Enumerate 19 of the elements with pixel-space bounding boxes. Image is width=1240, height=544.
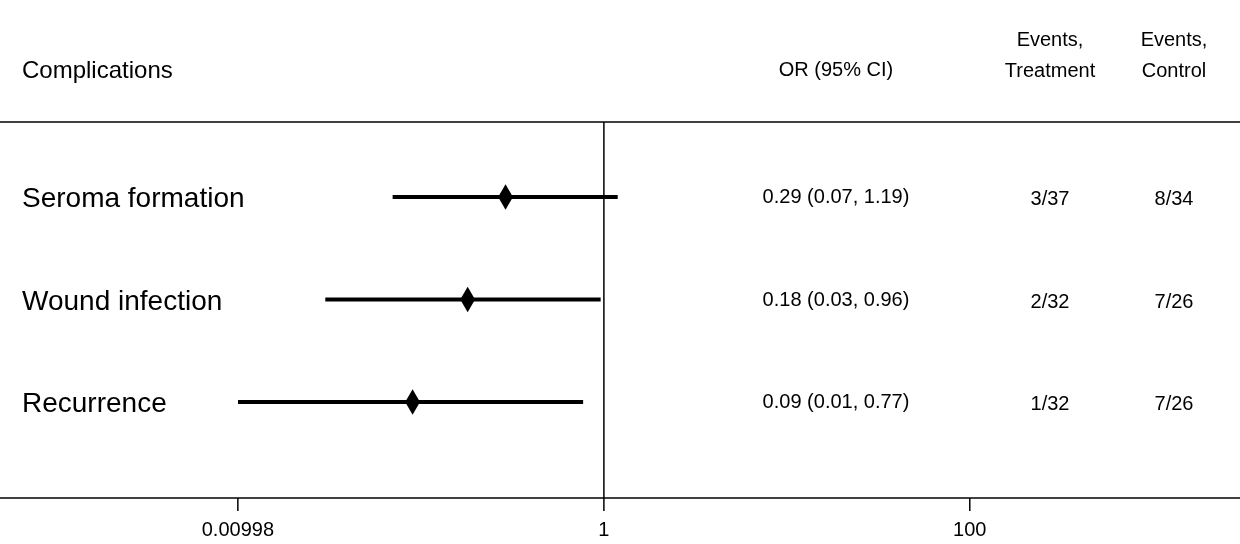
annotation: 2/32 — [1030, 289, 1070, 312]
annotation: 7/26 — [1154, 289, 1194, 312]
text: OR (95% CI) — [778, 58, 894, 80]
annotation: 3/37 — [1030, 187, 1070, 209]
text: Events, Control — [1140, 28, 1208, 81]
x-tick-label: 0.00998 — [201, 518, 274, 540]
annotation: 0.09 (0.01, 0.77) — [762, 390, 910, 412]
y-tick-label: Wound infection — [22, 284, 223, 316]
y-axis-title: Complications — [22, 56, 173, 83]
y-tick-label: Seroma formation — [22, 182, 245, 213]
annotation: 0.18 (0.03, 0.96) — [762, 287, 910, 310]
y-tick-label: Recurrence — [22, 387, 167, 418]
annotation: 1/32 — [1030, 392, 1070, 414]
text: Events, Treatment — [1004, 28, 1096, 81]
annotation: 0.29 (0.07, 1.19) — [762, 185, 910, 207]
x-tick-label: 100 — [953, 518, 987, 540]
x-tick-label: 1 — [598, 518, 610, 540]
annotation: 7/26 — [1154, 392, 1194, 414]
annotation: 8/34 — [1154, 187, 1194, 209]
